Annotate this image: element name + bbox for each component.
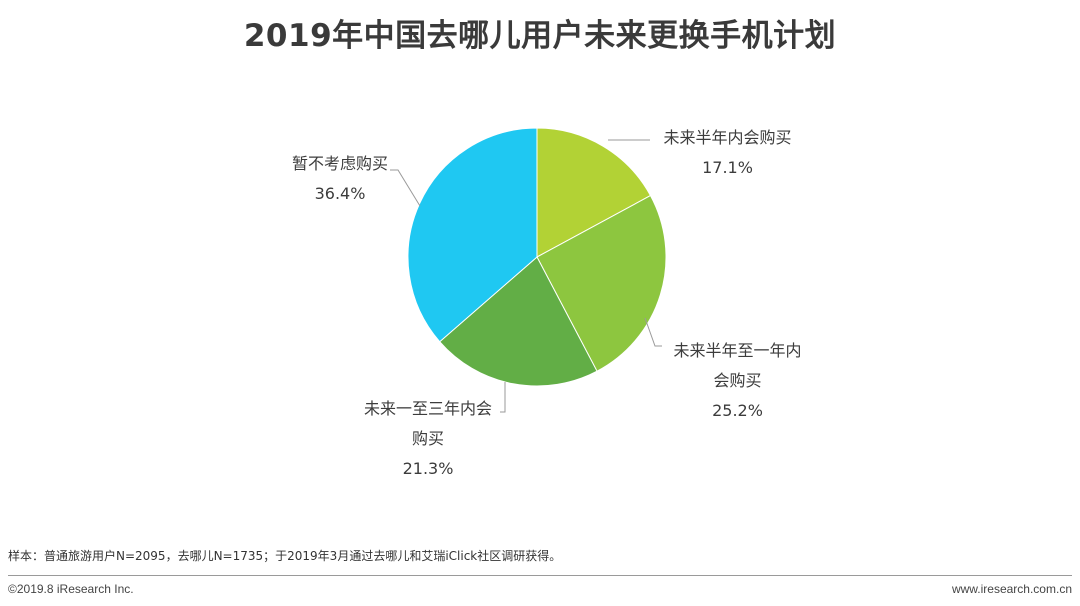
footer-divider [8,575,1072,576]
sample-note: 样本：普通旅游用户N=2095，去哪儿N=1735；于2019年3月通过去哪儿和… [8,549,562,563]
slice-label-half-year: 未来半年内会购买 17.1% [640,123,815,183]
slice-value: 36.4% [314,184,366,203]
slice-one-to-three-years [438,256,598,387]
leader-line [390,169,421,207]
website-text: www.iresearch.com.cn [951,582,1072,596]
chart-title: 2019年中国去哪儿用户未来更换手机计划 [243,18,837,54]
slice-label-not-considering: 暂不考虑购买 36.4% [270,149,410,209]
slice-value: 21.3% [402,459,454,478]
slice-name-line2: 购买 [411,429,444,448]
slice-name: 暂不考虑购买 [291,154,388,173]
slice-name-line2: 会购买 [713,371,762,390]
slice-label-half-to-one-year: 未来半年至一年内 会购买 25.2% [660,336,815,426]
leader-line [644,317,662,347]
slice-not-considering [407,127,538,343]
leader-line [500,382,506,413]
slice-name: 未来一至三年内会 [363,399,492,418]
slice-half-to-one-year [536,194,667,372]
slice-name: 未来半年内会购买 [663,128,792,147]
slice-value: 17.1% [702,158,753,177]
slice-name: 未来半年至一年内 [673,341,802,360]
slice-half-year [536,127,652,258]
copyright-text: ©2019.8 iResearch Inc. [8,582,134,596]
slice-value: 25.2% [712,401,763,420]
slice-label-one-to-three-years: 未来一至三年内会 购买 21.3% [348,394,508,484]
